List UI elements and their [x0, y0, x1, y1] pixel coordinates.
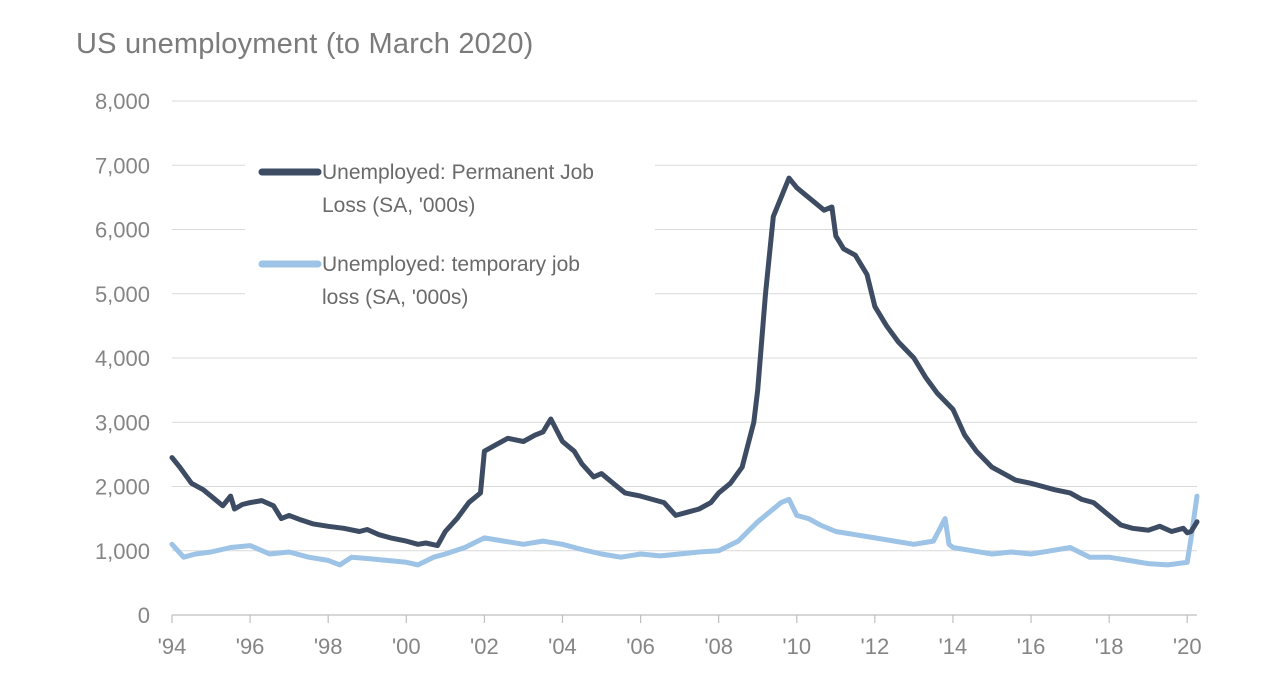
y-tick-label: 4,000 — [95, 346, 150, 371]
x-tick-label: '98 — [314, 634, 343, 659]
series-line-permanent — [169, 175, 1200, 549]
legend-label-permanent: Loss (SA, '000s) — [322, 194, 475, 217]
x-tick-label: '00 — [392, 634, 421, 659]
x-tick-label: '04 — [548, 634, 577, 659]
series-line-temporary — [169, 493, 1200, 568]
x-tick-label: '16 — [1017, 634, 1046, 659]
y-tick-label: 0 — [138, 603, 150, 628]
x-tick-label: '14 — [939, 634, 968, 659]
y-tick-label: 1,000 — [95, 539, 150, 564]
x-tick-label: '18 — [1095, 634, 1124, 659]
legend-label-temporary: Unemployed: temporary job — [322, 253, 580, 276]
y-tick-label: 2,000 — [95, 475, 150, 500]
x-tick-label: '20 — [1173, 634, 1202, 659]
y-tick-label: 5,000 — [95, 282, 150, 307]
x-tick-label: '12 — [861, 634, 890, 659]
legend-box — [245, 150, 655, 315]
x-tick-label: '96 — [236, 634, 265, 659]
y-tick-label: 8,000 — [95, 89, 150, 114]
y-tick-label: 6,000 — [95, 218, 150, 243]
y-tick-label: 7,000 — [95, 153, 150, 178]
chart-title: US unemployment (to March 2020) — [76, 28, 534, 60]
y-tick-label: 3,000 — [95, 410, 150, 435]
x-tick-label: '08 — [704, 634, 733, 659]
legend-label-permanent: Unemployed: Permanent Job — [322, 161, 594, 184]
x-tick-label: '02 — [470, 634, 499, 659]
x-tick-label: '06 — [626, 634, 655, 659]
legend-label-temporary: loss (SA, '000s) — [322, 286, 468, 309]
x-tick-label: '94 — [158, 634, 187, 659]
x-tick-label: '10 — [782, 634, 811, 659]
